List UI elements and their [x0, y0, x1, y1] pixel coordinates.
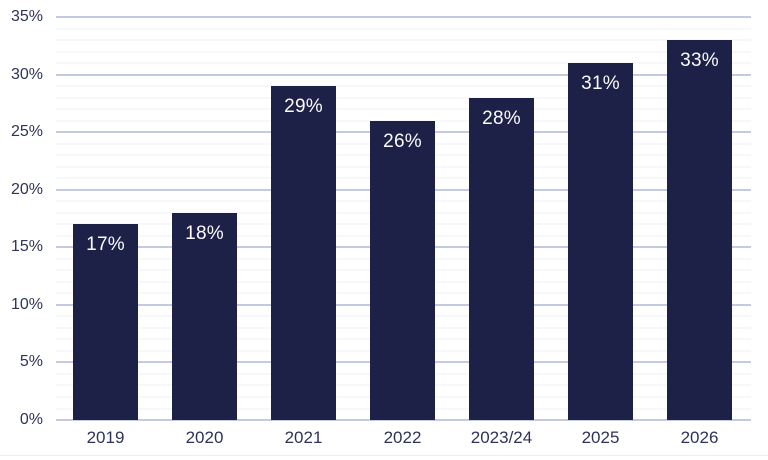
- plot-area: 17% 18% 29% 26% 28% 31% 33%: [56, 16, 751, 421]
- y-tick-label: 25%: [10, 123, 43, 141]
- y-tick-label: 5%: [19, 353, 43, 371]
- bar-value-label: 28%: [482, 107, 521, 129]
- x-tick-label: 2020: [185, 428, 224, 447]
- gridline-major: [56, 16, 751, 18]
- x-tick-label: 2023/24: [470, 428, 533, 447]
- bar-2025: 31%: [568, 63, 633, 420]
- x-tick-label: 2025: [581, 428, 620, 447]
- bar-2022: 26%: [370, 120, 435, 420]
- y-tick-label: 20%: [10, 180, 43, 198]
- bar-value-label: 31%: [581, 73, 620, 95]
- x-tick-label: 2019: [86, 428, 125, 447]
- gridline-minor: [56, 51, 751, 53]
- bar-value-label: 18%: [185, 222, 224, 244]
- bottom-divider: [0, 455, 768, 456]
- gridline-minor: [56, 62, 751, 64]
- gridline-major: [56, 419, 751, 421]
- bar-value-label: 29%: [284, 96, 323, 118]
- y-axis: 0% 5% 10% 15% 20% 25% 30% 35%: [0, 8, 43, 428]
- y-tick-label: 10%: [10, 295, 43, 313]
- bar-2026: 33%: [667, 40, 732, 420]
- bar-2020: 18%: [172, 212, 237, 420]
- y-tick-label: 30%: [10, 65, 43, 83]
- gridline-minor: [56, 97, 751, 99]
- x-tick-label: 2026: [680, 428, 719, 447]
- gridline-major: [56, 73, 751, 76]
- y-tick-label: 15%: [10, 238, 43, 256]
- bar-value-label: 26%: [383, 130, 422, 152]
- gridline-minor: [56, 28, 751, 30]
- gridline-minor: [56, 85, 751, 87]
- x-tick-label: 2021: [284, 428, 323, 447]
- bar-value-label: 33%: [680, 50, 719, 72]
- x-axis: 2019 2020 2021 2022 2023/24 2025 2026: [56, 427, 751, 449]
- y-tick-label: 35%: [10, 8, 43, 25]
- bar-2023/24: 28%: [469, 97, 534, 420]
- y-tick-label: 0%: [19, 411, 43, 428]
- gridline-minor: [56, 108, 751, 110]
- bar-2021: 29%: [271, 86, 336, 420]
- bar-2019: 17%: [73, 224, 138, 420]
- gridline-minor: [56, 39, 751, 41]
- x-tick-label: 2022: [383, 428, 422, 447]
- bar-value-label: 17%: [86, 234, 125, 256]
